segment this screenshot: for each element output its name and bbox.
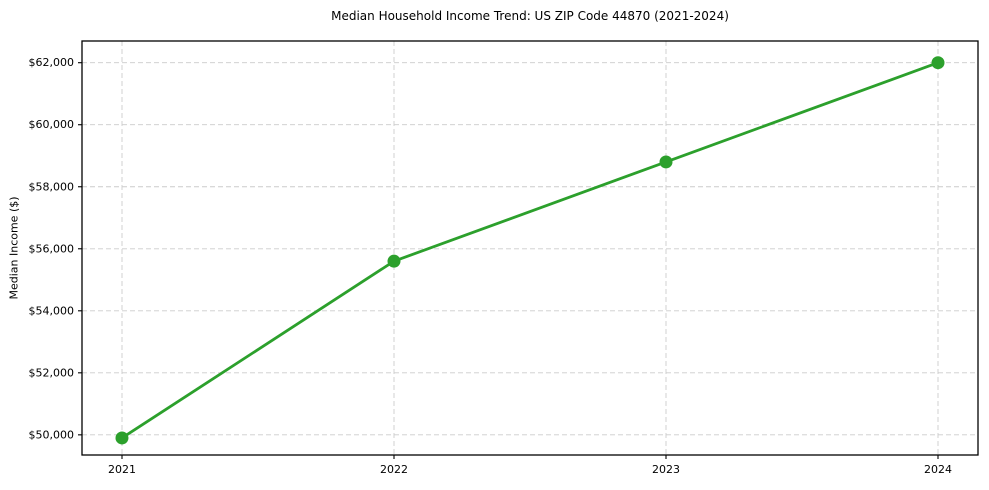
- y-tick-label: $58,000: [29, 180, 75, 193]
- plot-frame: [81, 40, 979, 456]
- data-point-marker: [115, 431, 129, 445]
- x-tick-label: 2021: [108, 463, 136, 476]
- data-point-marker: [387, 254, 401, 268]
- y-tick-label: $54,000: [29, 304, 75, 317]
- y-tick-label: $56,000: [29, 242, 75, 255]
- x-tick-label: 2022: [380, 463, 408, 476]
- y-tick-label: $50,000: [29, 428, 75, 441]
- chart-title: Median Household Income Trend: US ZIP Co…: [331, 9, 729, 23]
- data-point-marker: [931, 56, 945, 70]
- trend-line: [120, 61, 940, 440]
- x-tick-label: 2023: [652, 463, 680, 476]
- y-tick-label: $62,000: [29, 56, 75, 69]
- y-tick-label: $60,000: [29, 118, 75, 131]
- x-tick-label: 2024: [924, 463, 952, 476]
- y-tick-label: $52,000: [29, 366, 75, 379]
- data-point-marker: [659, 155, 673, 169]
